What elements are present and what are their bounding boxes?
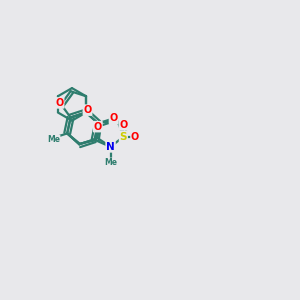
Text: O: O [119,120,128,130]
Text: O: O [56,98,64,108]
Text: O: O [83,105,92,115]
Text: Me: Me [47,136,60,145]
Text: Me: Me [104,158,117,167]
Text: N: N [106,142,115,152]
Text: O: O [110,113,118,123]
Text: O: O [131,132,139,142]
Text: S: S [120,132,127,142]
Text: O: O [94,122,102,132]
